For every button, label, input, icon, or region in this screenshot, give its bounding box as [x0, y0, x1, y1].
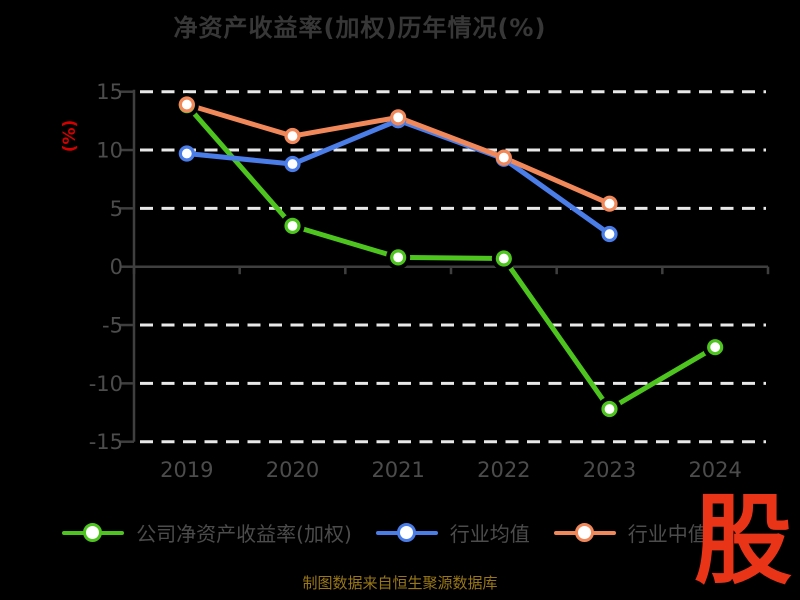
legend-item-company-roe: 公司净资产收益率(加权) — [62, 518, 352, 547]
legend-marker-orange — [553, 522, 616, 543]
marker-halo — [174, 93, 199, 118]
y-tick-label: 0 — [110, 255, 123, 279]
y-tick-label: -15 — [89, 430, 123, 454]
y-tick-label: -5 — [102, 314, 123, 338]
y-tick-label: 5 — [110, 197, 123, 221]
data-point-0-2023 — [601, 400, 618, 418]
x-tick-label: 2022 — [477, 458, 530, 482]
data-source-note: 制图数据来自恒生聚源数据库 — [302, 574, 498, 592]
data-point-2-2021 — [390, 109, 407, 126]
marker-halo — [280, 213, 305, 238]
legend-label-company-roe: 公司净资产收益率(加权) — [136, 522, 352, 546]
data-point-2-2019 — [178, 96, 195, 113]
y-tick-label: 15 — [96, 80, 123, 104]
marker-halo — [597, 397, 622, 422]
data-point-1-2020 — [284, 155, 301, 173]
legend: 公司净资产收益率(加权) 行业均值 行业中值 — [0, 518, 770, 547]
x-tick-label: 2023 — [583, 458, 636, 482]
data-point-0-2020 — [284, 217, 301, 234]
series-line-0 — [184, 102, 718, 412]
x-tick-label: 2019 — [160, 458, 213, 482]
data-point-0-2024 — [707, 339, 724, 356]
legend-item-industry-mean: 行业均值 — [375, 518, 530, 547]
legend-marker-blue — [375, 522, 438, 543]
data-point-0-2021 — [390, 249, 407, 266]
y-tick-label: 10 — [96, 139, 123, 163]
x-tick-label: 2024 — [688, 458, 741, 482]
legend-dot-icon — [396, 522, 416, 542]
x-tick-label: 2020 — [266, 458, 319, 482]
legend-marker-green — [62, 522, 125, 543]
legend-label-industry-median: 行业中值 — [627, 522, 708, 546]
legend-dot-icon — [83, 522, 103, 542]
data-point-1-2023 — [601, 225, 618, 243]
y-tick-label: -10 — [89, 372, 123, 396]
data-point-2-2023 — [601, 195, 618, 212]
chart-title: 净资产收益率(加权)历年情况(%) — [173, 14, 547, 42]
legend-item-industry-median: 行业中值 — [553, 518, 708, 547]
stock-watermark-logo: 股 — [694, 484, 793, 598]
legend-label-industry-mean: 行业均值 — [449, 522, 530, 546]
data-point-0-2022 — [495, 250, 512, 267]
data-point-2-2022 — [495, 149, 512, 166]
marker-halo — [703, 335, 728, 360]
y-axis-unit-label: (%) — [60, 119, 80, 153]
marker-halo — [491, 246, 516, 271]
x-tick-label: 2021 — [371, 458, 424, 482]
data-point-2-2020 — [284, 127, 301, 145]
legend-dot-icon — [574, 522, 594, 542]
plot-area: 15 10 5 0 -5 -10 -15 2019 2020 2021 2022 2023 2024 — [89, 80, 770, 482]
marker-halo — [386, 245, 411, 270]
data-point-1-2019 — [178, 145, 195, 162]
